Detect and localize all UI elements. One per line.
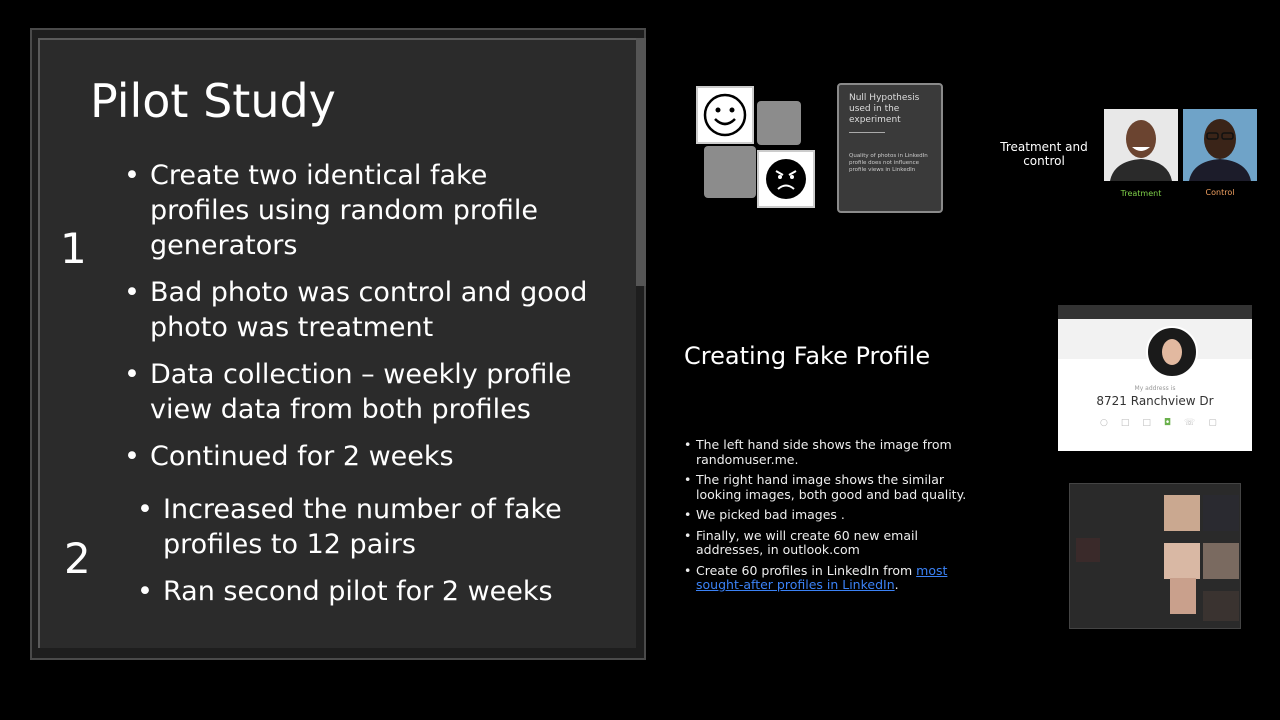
bullet-item: Increased the number of fake profiles to… [137,492,577,562]
lock-icon: ▢ [1208,418,1230,428]
angry-face-icon [757,150,815,208]
bullet-item: Continued for 2 weeks [124,439,594,474]
address-label: My address is [1058,385,1252,392]
section-1-bullets: Create two identical fake profiles using… [124,158,594,486]
null-hypothesis-body: Quality of photos in LinkedIn profile do… [849,153,931,174]
control-label: Control [1183,188,1257,197]
result-thumbnail [1164,543,1200,579]
mail-icon: □ [1121,418,1143,428]
null-hypothesis-heading: Null Hypothesis used in the experiment [849,93,931,126]
calendar-icon: □ [1142,418,1164,428]
avatar [1146,326,1198,378]
phone-icon: ☏ [1184,418,1208,428]
treatment-control-caption: Treatment and control [1000,140,1088,168]
null-hypothesis-card: Null Hypothesis used in the experiment Q… [837,83,943,213]
address-value: 8721 Ranchview Dr [1058,394,1252,408]
bullet-item: Ran second pilot for 2 weeks [137,574,577,609]
section-number-1: 1 [60,224,87,273]
source-thumbnail [1076,538,1100,562]
fake-profile-bullets: The left hand side shows the image from … [684,438,984,599]
result-thumbnail [1203,591,1239,621]
treatment-label: Treatment [1104,189,1178,198]
bullet-item: We picked bad images . [684,508,984,523]
control-photo [1183,109,1257,181]
result-thumbnail [1170,578,1196,614]
bullet-item: The left hand side shows the image from … [684,438,984,467]
bullet-item: Create two identical fake profiles using… [124,158,594,263]
bullet-item: Data collection – weekly profile view da… [124,357,594,427]
bullet-item: Finally, we will create 60 new email add… [684,529,984,558]
bullet-item: Create 60 profiles in LinkedIn from most… [684,564,984,593]
fake-profile-title: Creating Fake Profile [684,342,930,370]
divider [849,132,885,133]
card-icon-row: ○□□◘☏▢ [1100,418,1240,430]
result-thumbnail [1164,495,1200,531]
card-header-bar [1058,305,1252,319]
grey-tile [757,101,801,145]
section-2-bullets: Increased the number of fake profiles to… [137,492,577,621]
slide-title: Pilot Study [90,74,336,128]
grey-tile [704,146,756,198]
user-icon: ○ [1100,418,1121,428]
map-icon: ◘ [1164,418,1184,428]
result-thumbnail [1203,495,1239,531]
bullet-item: Bad photo was control and good photo was… [124,275,594,345]
smiley-face-icon [696,86,754,144]
result-thumbnail [1203,543,1239,579]
treatment-photo [1104,109,1178,181]
bullet-item: The right hand image shows the similar l… [684,473,984,502]
section-number-2: 2 [64,534,91,583]
panel-edge-accent [636,38,646,286]
